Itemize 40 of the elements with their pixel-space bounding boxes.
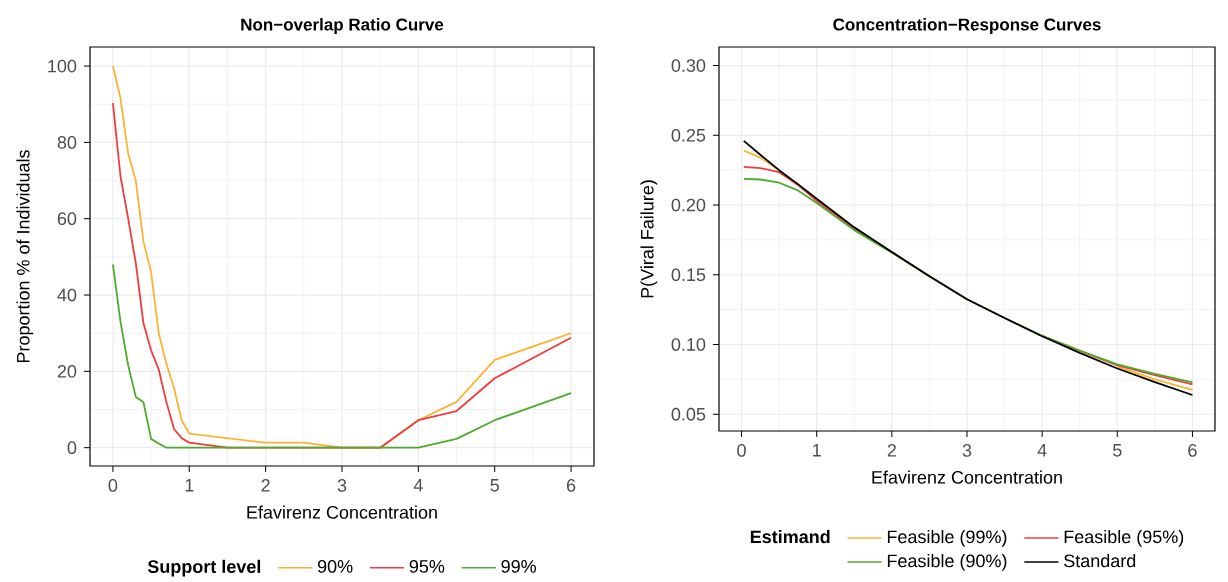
chart-title: Concentration−Response Curves: [833, 18, 1101, 34]
x-tick-label: 5: [490, 479, 499, 492]
chart-title: Non−overlap Ratio Curve: [241, 18, 444, 34]
x-tick-label: 6: [1188, 444, 1197, 457]
x-tick-label: 2: [261, 479, 270, 492]
y-axis-title: P(Viral Failure): [640, 180, 658, 298]
x-axis-title: Efavirenz Concentration: [247, 505, 437, 519]
y-tick-label: 100: [48, 59, 77, 73]
legend-label: Feasible (90%): [887, 554, 1007, 571]
legend-title: Support level: [147, 559, 261, 577]
y-tick-label: 80: [57, 136, 77, 149]
y-tick-label: 0.15: [671, 268, 706, 282]
x-tick-label: 5: [1113, 444, 1122, 457]
y-axis-title: Proportion % of Individuals: [16, 150, 34, 363]
x-tick-label: 4: [413, 479, 423, 492]
y-tick-label: 0.25: [671, 128, 706, 142]
x-tick-label: 1: [185, 479, 194, 492]
legend-label: Feasible (99%): [887, 529, 1007, 547]
legend-label: Standard: [1064, 554, 1136, 568]
x-tick-label: 6: [566, 479, 576, 492]
y-tick-label: 0.10: [671, 338, 706, 351]
y-tick-label: 0.30: [671, 59, 706, 72]
x-tick-label: 3: [337, 479, 347, 492]
x-tick-label: 0: [108, 479, 118, 492]
x-tick-label: 0: [737, 444, 746, 457]
x-tick-label: 1: [813, 444, 821, 457]
y-tick-label: 60: [57, 212, 77, 226]
legend-label: 95%: [409, 560, 445, 573]
y-tick-label: 0.20: [671, 198, 706, 212]
legend-label: 99%: [501, 560, 537, 573]
legend-label: Feasible (95%): [1064, 529, 1184, 547]
y-tick-label: 20: [57, 364, 77, 378]
legend-label: 90%: [317, 560, 353, 573]
legend-title: Estimand: [750, 529, 830, 544]
y-tick-label: 0.05: [671, 407, 706, 421]
x-axis-title: Efavirenz Concentration: [872, 470, 1062, 484]
y-tick-label: 40: [57, 288, 77, 302]
x-tick-label: 4: [1037, 444, 1047, 457]
x-tick-label: 3: [962, 444, 972, 457]
x-tick-label: 2: [887, 444, 896, 457]
